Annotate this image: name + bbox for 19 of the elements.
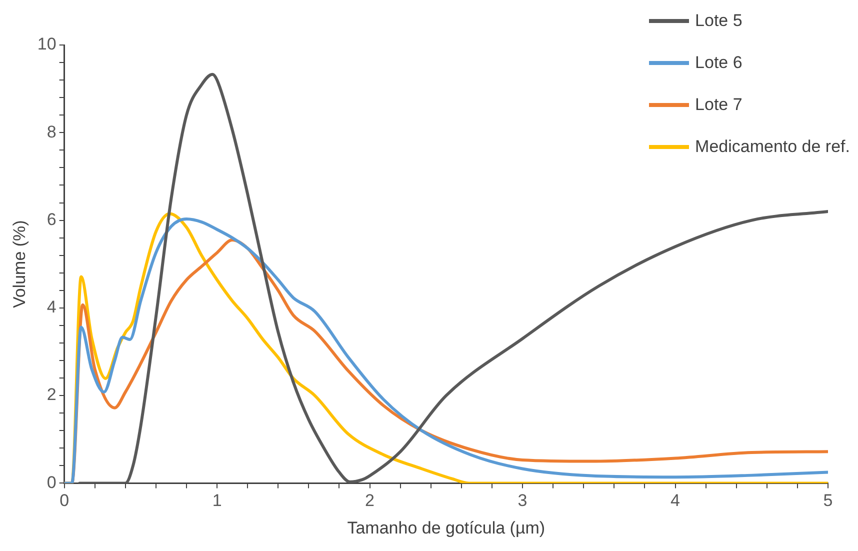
x-tick-label: 1 — [212, 491, 222, 510]
x-tick-label: 3 — [518, 491, 528, 510]
y-axis-title: Volume (%) — [10, 220, 29, 308]
line-series — [78, 72, 828, 484]
x-tick-label: 4 — [670, 491, 680, 510]
legend-label: Lote 5 — [695, 11, 742, 31]
x-tick-label: 2 — [365, 491, 375, 510]
legend-label: Lote 6 — [695, 53, 742, 73]
legend-label: Lote 7 — [695, 95, 742, 115]
y-tick-label: 2 — [46, 385, 56, 404]
x-tick-label: 5 — [823, 491, 833, 510]
y-tick-label: 10 — [37, 34, 56, 54]
y-tick-label: 4 — [46, 298, 56, 317]
x-axis-title: Tamanho de gotícula (µm) — [347, 518, 546, 538]
x-tick-label: 0 — [60, 491, 70, 510]
y-tick-label: 8 — [46, 122, 56, 142]
legend-label: Medicamento de ref. — [695, 137, 850, 157]
y-tick-label: 6 — [46, 210, 56, 229]
y-tick-label: 0 — [46, 472, 56, 492]
